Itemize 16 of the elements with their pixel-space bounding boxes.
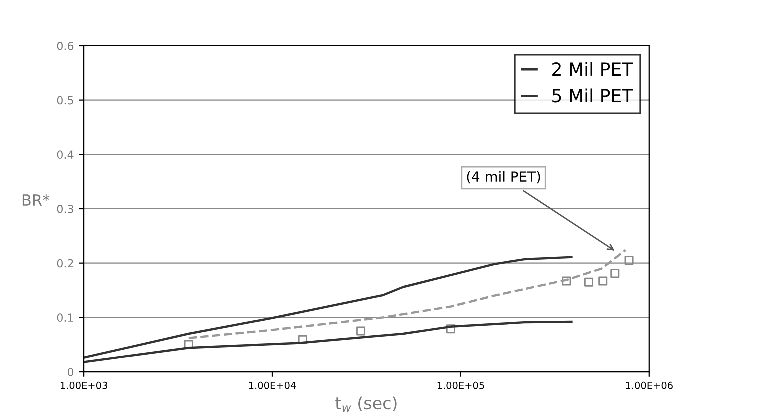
y-tick-label: 0.2 <box>57 259 74 268</box>
x-tick-label: 1.00E+04 <box>249 382 296 390</box>
y-tick-label: 0.6 <box>57 42 74 50</box>
y-tick-label: 0 <box>68 368 74 376</box>
y-axis-title: BR* <box>22 194 50 206</box>
y-tick-label: 0.1 <box>57 314 74 322</box>
x-axis-title: t$_{w}$ (sec) <box>336 396 397 412</box>
y-tick-label: 0.3 <box>57 204 74 214</box>
legend-label: 2 Mil PET <box>552 62 634 76</box>
x-tick-label: 1.00E+05 <box>438 382 484 390</box>
y-tick-label: 0.4 <box>57 150 74 160</box>
y-tick-label: 0.5 <box>57 96 74 105</box>
x-tick-label: 1.00E+03 <box>60 382 108 390</box>
x-tick-label: 1.00E+06 <box>626 382 673 390</box>
legend-label: 5 Mil PET <box>552 88 634 103</box>
annotation: (4 mil PET) <box>467 171 540 184</box>
